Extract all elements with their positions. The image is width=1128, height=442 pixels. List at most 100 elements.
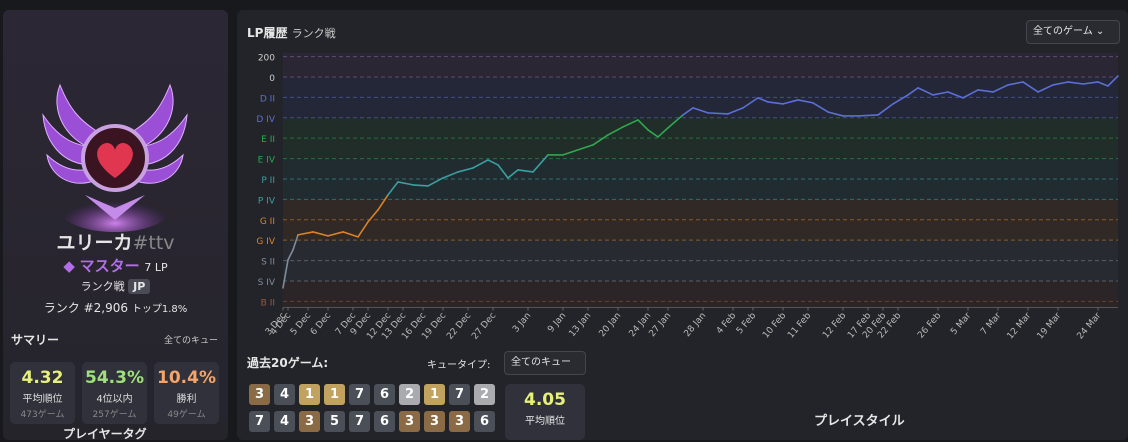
stat-label: 勝利 <box>176 394 197 405</box>
tier-band <box>283 97 1118 118</box>
recent-title: 過去20ゲーム: <box>247 356 329 370</box>
lp-line-segment <box>1037 84 1054 93</box>
lp-line-segment <box>487 159 499 166</box>
lp-line-segment <box>797 99 814 104</box>
summary-filter[interactable]: 全てのキュー <box>163 336 218 346</box>
tier-band <box>283 280 1118 308</box>
queue-row: ランク戦 JP <box>3 278 228 294</box>
y-tick-label: P IV <box>258 196 276 206</box>
placement: 2 <box>399 384 420 405</box>
stat-label: 4位以内 <box>96 394 133 405</box>
x-tick-label: 4 Feb <box>715 311 739 336</box>
lp: 7 LP <box>144 261 168 274</box>
lp-line-segment <box>607 126 624 136</box>
tier-band <box>283 76 1118 98</box>
tag: #ttv <box>132 232 175 254</box>
lp-line-segment <box>457 167 474 173</box>
lp-line-segment <box>357 221 369 238</box>
placement: 3 <box>399 411 420 432</box>
tier: マスター <box>79 257 140 275</box>
region-badge: JP <box>128 279 151 294</box>
chart-title: LP履歴 <box>247 26 288 40</box>
lp-line-segment <box>962 89 979 99</box>
lp-line-segment <box>292 234 299 251</box>
queue-type-filter[interactable]: 全てのキュー <box>504 351 586 375</box>
lp-line-segment <box>1007 81 1024 86</box>
rank-row: ランク #2,906 トップ1.8% <box>3 299 228 316</box>
y-tick-label: D IV <box>256 115 275 125</box>
lp-line-segment <box>1052 81 1069 86</box>
y-tick-label: 0 <box>269 74 275 84</box>
lp-line-segment <box>282 259 289 289</box>
placement: 3 <box>249 384 270 405</box>
lp-line-segment <box>562 149 579 156</box>
lp-line-segment <box>577 144 594 151</box>
tier-band <box>283 117 1118 139</box>
lp-line-segment <box>877 103 894 116</box>
playstyle-title: プレイスタイル <box>814 414 905 429</box>
lp-line-segment <box>812 102 829 113</box>
lp-line-segment <box>977 89 994 93</box>
lp-line-segment <box>592 134 609 146</box>
lp-line-segment <box>532 154 549 173</box>
profile-panel: ユリーカ#ttv ◆ マスター 7 LP ランク戦 JP ランク #2,906 … <box>3 10 228 441</box>
lp-line-segment <box>742 97 759 109</box>
stat-games: 257ゲーム <box>92 410 137 420</box>
rank-emblem <box>42 83 188 232</box>
x-tick-label: 5 Mar <box>949 311 973 337</box>
x-tick-label: 26 Feb <box>916 311 943 340</box>
queue-type-text: 全てのキュー <box>511 357 571 368</box>
screen: ユリーカ#ttv ◆ マスター 7 LP ランク戦 JP ランク #2,906 … <box>3 10 1128 441</box>
plot-background <box>283 52 1118 308</box>
y-tick-label: S IV <box>258 278 276 288</box>
tier-band <box>283 240 1118 261</box>
lp-line-segment <box>1082 81 1099 85</box>
x-tick-label: 12 Feb <box>821 311 848 340</box>
placement: 6 <box>374 411 395 432</box>
lp-line-segment <box>297 231 314 236</box>
tier-band <box>283 199 1118 220</box>
x-tick-label: 13 Jan <box>568 311 594 339</box>
lp-line-segment <box>767 101 784 105</box>
stat-box: 10.4% 勝利 49ゲーム <box>154 362 219 424</box>
placement: 6 <box>474 411 495 432</box>
lp-line-segment <box>1107 75 1119 87</box>
lp-line-segment <box>932 91 949 96</box>
x-tick-label: 27 Dec <box>470 311 498 340</box>
average-value: 4.05 <box>524 390 566 410</box>
y-tick-label: S II <box>261 258 275 268</box>
y-tick-label: G II <box>260 217 275 227</box>
stat-box: 4.32 平均順位 473ゲーム <box>10 362 75 424</box>
lp-line-segment <box>427 177 444 187</box>
placement: 7 <box>349 411 370 432</box>
tier-band <box>283 158 1118 179</box>
lp-line-segment <box>782 99 799 105</box>
x-tick-label: 20 Jan <box>598 311 624 339</box>
queue: ランク戦 <box>80 280 125 293</box>
top: トップ1.8% <box>131 304 188 315</box>
y-tick-label: 200 <box>258 54 275 64</box>
y-tick-label: B II <box>261 298 275 308</box>
lp-line-segment <box>1067 81 1084 85</box>
lp-line-segment <box>707 112 729 115</box>
name: ユリーカ <box>56 232 133 254</box>
x-tick-label: 28 Jan <box>683 311 709 339</box>
lp-line-segment <box>377 194 389 211</box>
x-tick-label: 5 Dec <box>289 311 313 337</box>
x-tick-label: 9 Jan <box>546 311 568 335</box>
tier-band <box>283 138 1118 159</box>
stat-value: 10.4% <box>157 368 216 388</box>
y-tick-label: E II <box>261 135 275 145</box>
lp-line-segment <box>692 107 709 114</box>
game-filter[interactable]: 全てのゲーム ⌄ <box>1026 20 1120 44</box>
game-filter-text: 全てのゲーム <box>1033 26 1093 37</box>
x-tick-label: 10 Feb <box>761 311 788 340</box>
placement: 6 <box>374 384 395 405</box>
placement: 3 <box>449 411 470 432</box>
lp-line-segment <box>517 169 534 173</box>
placement: 5 <box>324 411 345 432</box>
lp-line-segment <box>287 249 294 261</box>
lp-line-segment <box>682 107 694 116</box>
lp-chart: 200 0 D II D IV E II E IV P II P IV G II G IV S II… <box>256 52 1119 340</box>
lp-line-segment <box>992 84 1009 93</box>
